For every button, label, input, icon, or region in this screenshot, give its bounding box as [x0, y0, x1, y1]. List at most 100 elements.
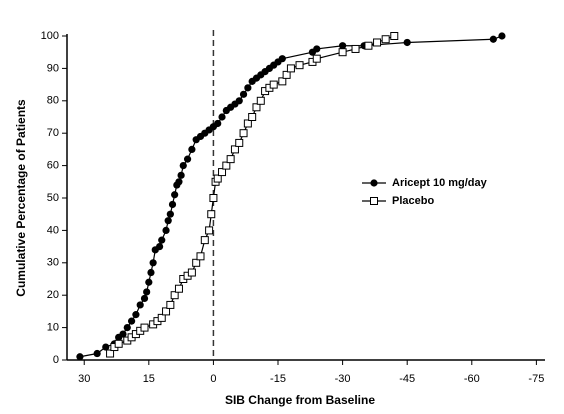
data-point [313, 45, 321, 53]
data-point [162, 307, 171, 316]
data-point [256, 96, 265, 105]
data-point [243, 119, 252, 128]
data-point [157, 313, 166, 322]
x-tick-label: 30 [78, 373, 90, 385]
x-tick-label: 15 [143, 373, 155, 385]
y-tick-label: 0 [53, 354, 59, 366]
y-tick-label: 10 [47, 322, 59, 334]
data-point [286, 64, 295, 73]
data-point [168, 200, 177, 209]
y-axis-label: Cumulative Percentage of Patients [14, 99, 28, 297]
x-tick-label: -45 [399, 373, 415, 385]
data-point [123, 324, 131, 332]
data-point [390, 32, 399, 40]
data-point [192, 258, 201, 267]
data-point [235, 138, 244, 147]
x-tick-label: -30 [335, 373, 351, 385]
data-point [93, 349, 101, 358]
y-tick-label: 100 [41, 30, 59, 42]
data-point [278, 77, 287, 86]
data-point [119, 330, 127, 338]
data-point [214, 119, 222, 128]
legend-label: Placebo [392, 195, 434, 207]
data-point [162, 226, 170, 234]
data-point [226, 155, 235, 164]
y-tick-label: 90 [47, 62, 59, 74]
data-point [114, 339, 123, 348]
data-point [102, 343, 110, 351]
data-point [209, 194, 218, 202]
data-point [170, 291, 179, 300]
y-tick-label: 30 [47, 257, 59, 269]
data-point [149, 259, 157, 267]
data-point [188, 145, 196, 153]
legend-marker [370, 197, 378, 205]
y-tick-label: 50 [47, 192, 59, 204]
data-point [218, 113, 226, 121]
data-point [155, 243, 164, 251]
data-point [127, 317, 136, 325]
data-point [239, 129, 248, 138]
data-point [351, 44, 360, 53]
data-point [145, 278, 153, 286]
data-point [239, 90, 248, 98]
data-point [205, 226, 214, 235]
data-point [295, 61, 304, 70]
data-point [158, 236, 166, 244]
data-point [252, 103, 261, 112]
x-tick-label: 0 [210, 373, 216, 385]
legend-marker [370, 179, 378, 187]
data-point [132, 311, 140, 319]
data-point [164, 217, 172, 225]
data-point [235, 97, 243, 105]
data-point [312, 54, 321, 63]
data-point [179, 162, 187, 170]
data-point [364, 41, 373, 50]
data-point [373, 38, 382, 47]
data-point [218, 168, 227, 177]
y-tick-label: 70 [47, 127, 59, 139]
data-point [213, 174, 222, 183]
data-point [200, 236, 209, 245]
y-tick-label: 20 [47, 289, 59, 301]
y-tick-label: 80 [47, 95, 59, 107]
data-point [171, 191, 179, 199]
x-tick-label: -60 [464, 373, 480, 385]
data-point [403, 38, 411, 47]
data-point [140, 323, 149, 332]
legend-label: Aricept 10 mg/day [392, 177, 488, 189]
data-point [166, 300, 175, 309]
data-point [222, 161, 231, 170]
data-point [136, 301, 144, 309]
data-point [207, 210, 216, 219]
data-point [269, 80, 278, 89]
data-point [489, 35, 497, 43]
data-point [282, 70, 291, 79]
data-point [381, 35, 390, 44]
data-point [230, 145, 239, 154]
data-point [338, 48, 347, 57]
data-point [248, 113, 257, 121]
x-tick-label: -15 [270, 373, 286, 385]
data-point [187, 268, 196, 277]
data-point [174, 284, 183, 293]
data-point [498, 32, 506, 40]
data-point [196, 252, 205, 261]
x-axis-label: SIB Change from Baseline [225, 393, 375, 407]
data-point [143, 288, 151, 296]
data-point [140, 294, 149, 303]
data-point [166, 210, 174, 218]
y-tick-label: 60 [47, 160, 59, 172]
data-point [183, 155, 192, 163]
data-point [177, 171, 185, 179]
data-point [106, 349, 115, 358]
data-point [339, 42, 347, 50]
data-point [244, 84, 252, 92]
y-tick-label: 40 [47, 224, 59, 236]
data-point [175, 178, 183, 186]
data-point [76, 353, 84, 361]
data-point [278, 55, 286, 63]
x-tick-label: -75 [528, 373, 544, 385]
series-line [79, 35, 503, 358]
